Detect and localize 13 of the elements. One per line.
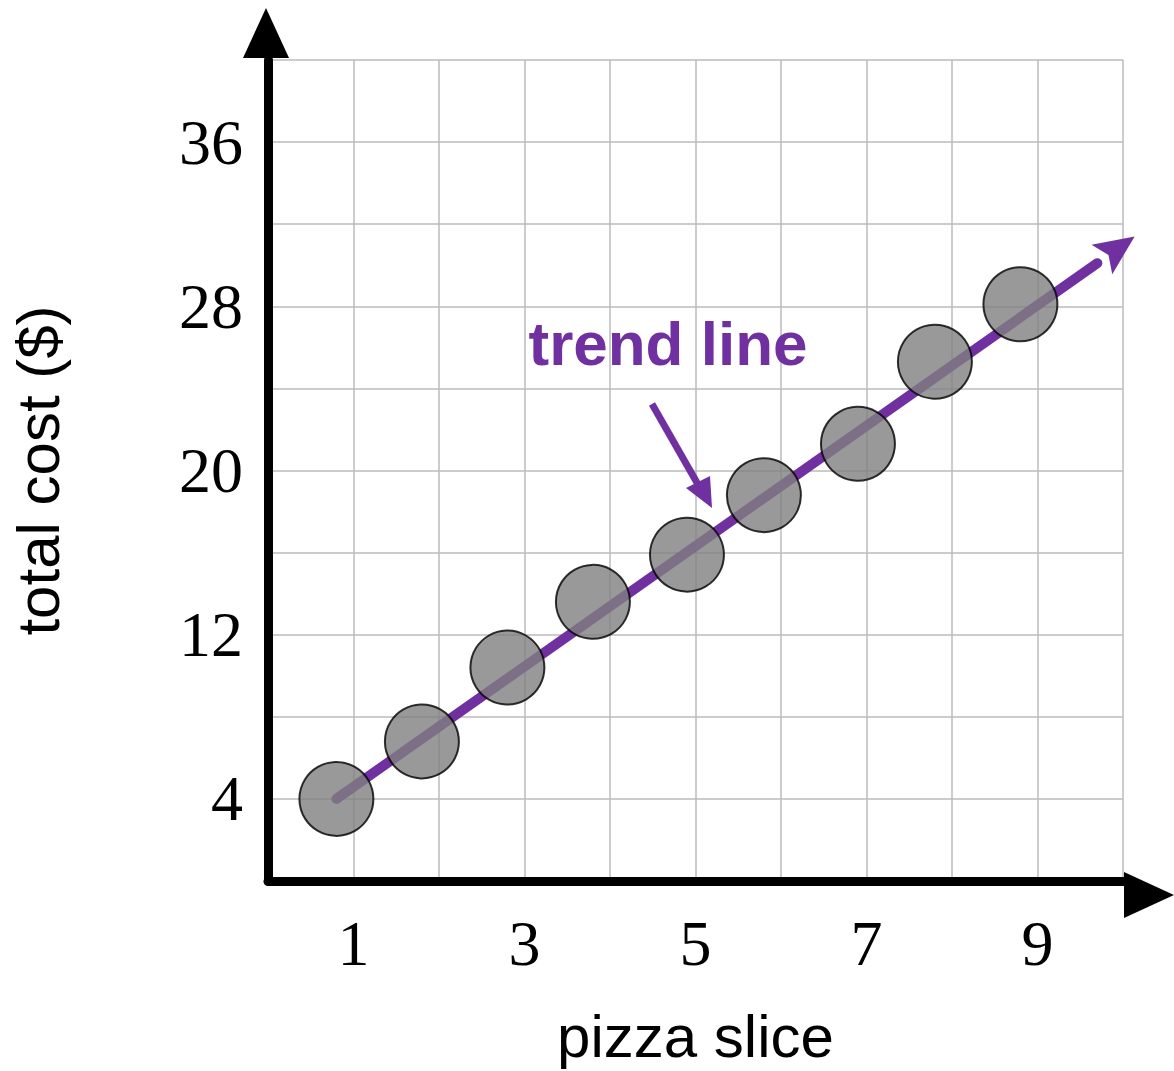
x-tick-label: 9 bbox=[1021, 907, 1054, 979]
x-tick-label: 5 bbox=[679, 907, 712, 979]
y-tick-label: 20 bbox=[179, 435, 243, 506]
x-tick-label: 3 bbox=[508, 907, 541, 979]
x-axis-title: pizza slice bbox=[557, 1002, 834, 1070]
y-tick-label: 36 bbox=[179, 106, 243, 178]
y-tick-label: 4 bbox=[211, 763, 243, 835]
x-tick-label: 1 bbox=[337, 907, 370, 979]
y-tick-label: 28 bbox=[179, 270, 243, 342]
y-tick-label: 12 bbox=[179, 599, 243, 671]
x-tick-label: 7 bbox=[850, 907, 883, 979]
annotation: trend line bbox=[527, 308, 809, 380]
y-axis-title: total cost ($) bbox=[4, 305, 72, 636]
